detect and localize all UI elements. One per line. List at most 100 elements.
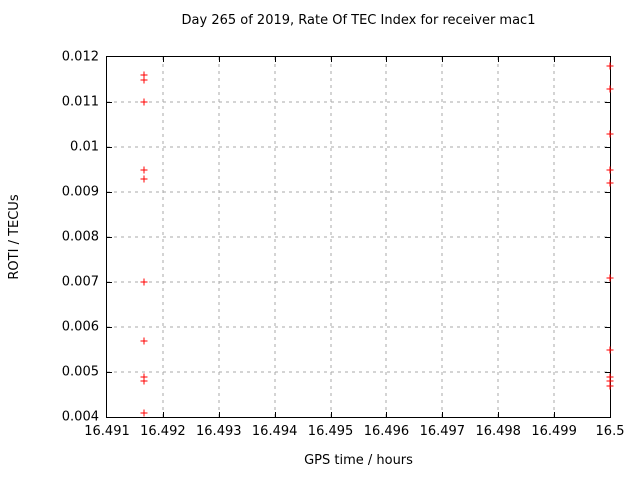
x-tick-mark: [218, 57, 220, 62]
marker-stroke: [609, 377, 611, 385]
data-point-marker: [140, 166, 148, 173]
y-tick-mark: [107, 147, 112, 148]
x-tick-mark: [442, 412, 444, 417]
y-tick-label: 0.011: [61, 94, 99, 110]
y-tick-mark: [107, 102, 112, 103]
x-tick-label: 16.497: [419, 424, 466, 439]
marker-stroke: [609, 179, 611, 187]
data-point-marker: [606, 274, 614, 281]
marker-stroke: [609, 166, 611, 173]
marker-stroke: [609, 346, 611, 353]
y-grid-line: [107, 326, 610, 328]
data-point-marker: [606, 382, 614, 389]
y-grid-line: [107, 236, 610, 238]
y-tick-mark: [605, 282, 610, 283]
y-tick-mark: [605, 372, 610, 373]
x-tick-mark: [274, 412, 276, 417]
data-point-marker: [140, 76, 148, 83]
x-tick-label: 16.498: [475, 424, 521, 439]
y-tick-mark: [605, 237, 610, 238]
y-grid-line: [107, 191, 610, 193]
x-tick-label: 16.5: [595, 424, 625, 439]
marker-stroke: [143, 71, 145, 79]
y-tick-label: 0.008: [61, 229, 99, 245]
y-grid-line: [107, 101, 610, 103]
x-tick-mark: [218, 412, 220, 417]
y-axis-title: ROTI / TECUs: [7, 194, 22, 280]
x-tick-label: 16.492: [140, 424, 186, 439]
y-tick-mark: [107, 192, 112, 193]
marker-stroke: [143, 98, 145, 106]
y-grid-line: [107, 146, 610, 148]
marker-stroke: [609, 274, 611, 281]
x-tick-mark: [386, 57, 388, 62]
y-tick-mark: [605, 192, 610, 193]
data-point-marker: [140, 278, 148, 286]
x-tick-mark: [554, 412, 556, 417]
y-tick-label: 0.007: [61, 274, 99, 290]
x-tick-mark: [498, 412, 500, 417]
data-point-marker: [606, 85, 614, 92]
marker-stroke: [143, 373, 145, 380]
x-tick-label: 16.495: [307, 424, 354, 439]
marker-stroke: [143, 377, 145, 385]
plot-area: 16.491 16.492 16.493 16.494 16.495 16.496 16.4…: [62, 50, 625, 440]
data-point-marker: [140, 409, 148, 416]
y-grid-line: [107, 281, 610, 283]
y-tick-mark: [605, 102, 610, 103]
x-tick-mark: [498, 57, 500, 62]
x-tick-mark: [274, 57, 276, 62]
x-axis-title: GPS time / hours: [304, 453, 413, 468]
y-tick-mark: [605, 327, 610, 328]
data-point-marker: [140, 373, 148, 380]
marker-stroke: [609, 382, 611, 389]
marker-stroke: [609, 130, 611, 137]
y-grid-line: [107, 371, 610, 373]
data-point-marker: [606, 373, 614, 380]
data-point-marker: [140, 337, 148, 344]
marker-stroke: [609, 373, 611, 380]
x-tick-label: 16.491: [84, 424, 130, 439]
data-point-marker: [606, 166, 614, 173]
marker-stroke: [143, 166, 145, 173]
y-tick-mark: [107, 327, 112, 328]
x-tick-mark: [330, 412, 332, 417]
marker-stroke: [609, 85, 611, 92]
y-tick-label: 0.004: [61, 409, 99, 425]
x-tick-mark: [330, 57, 332, 62]
x-tick-mark: [162, 412, 164, 417]
data-point-marker: [606, 62, 614, 70]
marker-stroke: [609, 62, 611, 70]
y-tick-mark: [107, 237, 112, 238]
data-point-marker: [606, 346, 614, 353]
chart-title: Day 265 of 2019, Rate Of TEC Index for r…: [181, 13, 536, 28]
y-tick-mark: [107, 282, 112, 283]
x-tick-mark: [442, 57, 444, 62]
marker-stroke: [143, 409, 145, 416]
y-tick-label: 0.01: [70, 139, 99, 155]
data-point-marker: [606, 130, 614, 137]
x-tick-label: 16.494: [251, 424, 298, 439]
marker-stroke: [143, 175, 145, 182]
x-tick-mark: [554, 57, 556, 62]
x-tick-mark: [162, 57, 164, 62]
y-tick-label: 0.009: [61, 184, 99, 200]
x-tick-label: 16.496: [363, 424, 410, 439]
x-tick-label: 16.499: [531, 424, 577, 439]
data-point-marker: [140, 98, 148, 106]
data-point-marker: [140, 175, 148, 182]
data-point-marker: [140, 71, 148, 79]
x-tick-label: 16.493: [196, 424, 242, 439]
data-point-marker: [606, 377, 614, 385]
marker-stroke: [143, 278, 145, 286]
y-tick-mark: [605, 147, 610, 148]
marker-stroke: [143, 76, 145, 83]
y-tick-label: 0.005: [61, 364, 99, 380]
y-tick-label: 0.012: [61, 49, 99, 65]
x-tick-mark: [386, 412, 388, 417]
y-tick-mark: [107, 372, 112, 373]
y-tick-label: 0.006: [61, 319, 99, 335]
data-point-marker: [606, 179, 614, 187]
data-point-marker: [140, 377, 148, 385]
